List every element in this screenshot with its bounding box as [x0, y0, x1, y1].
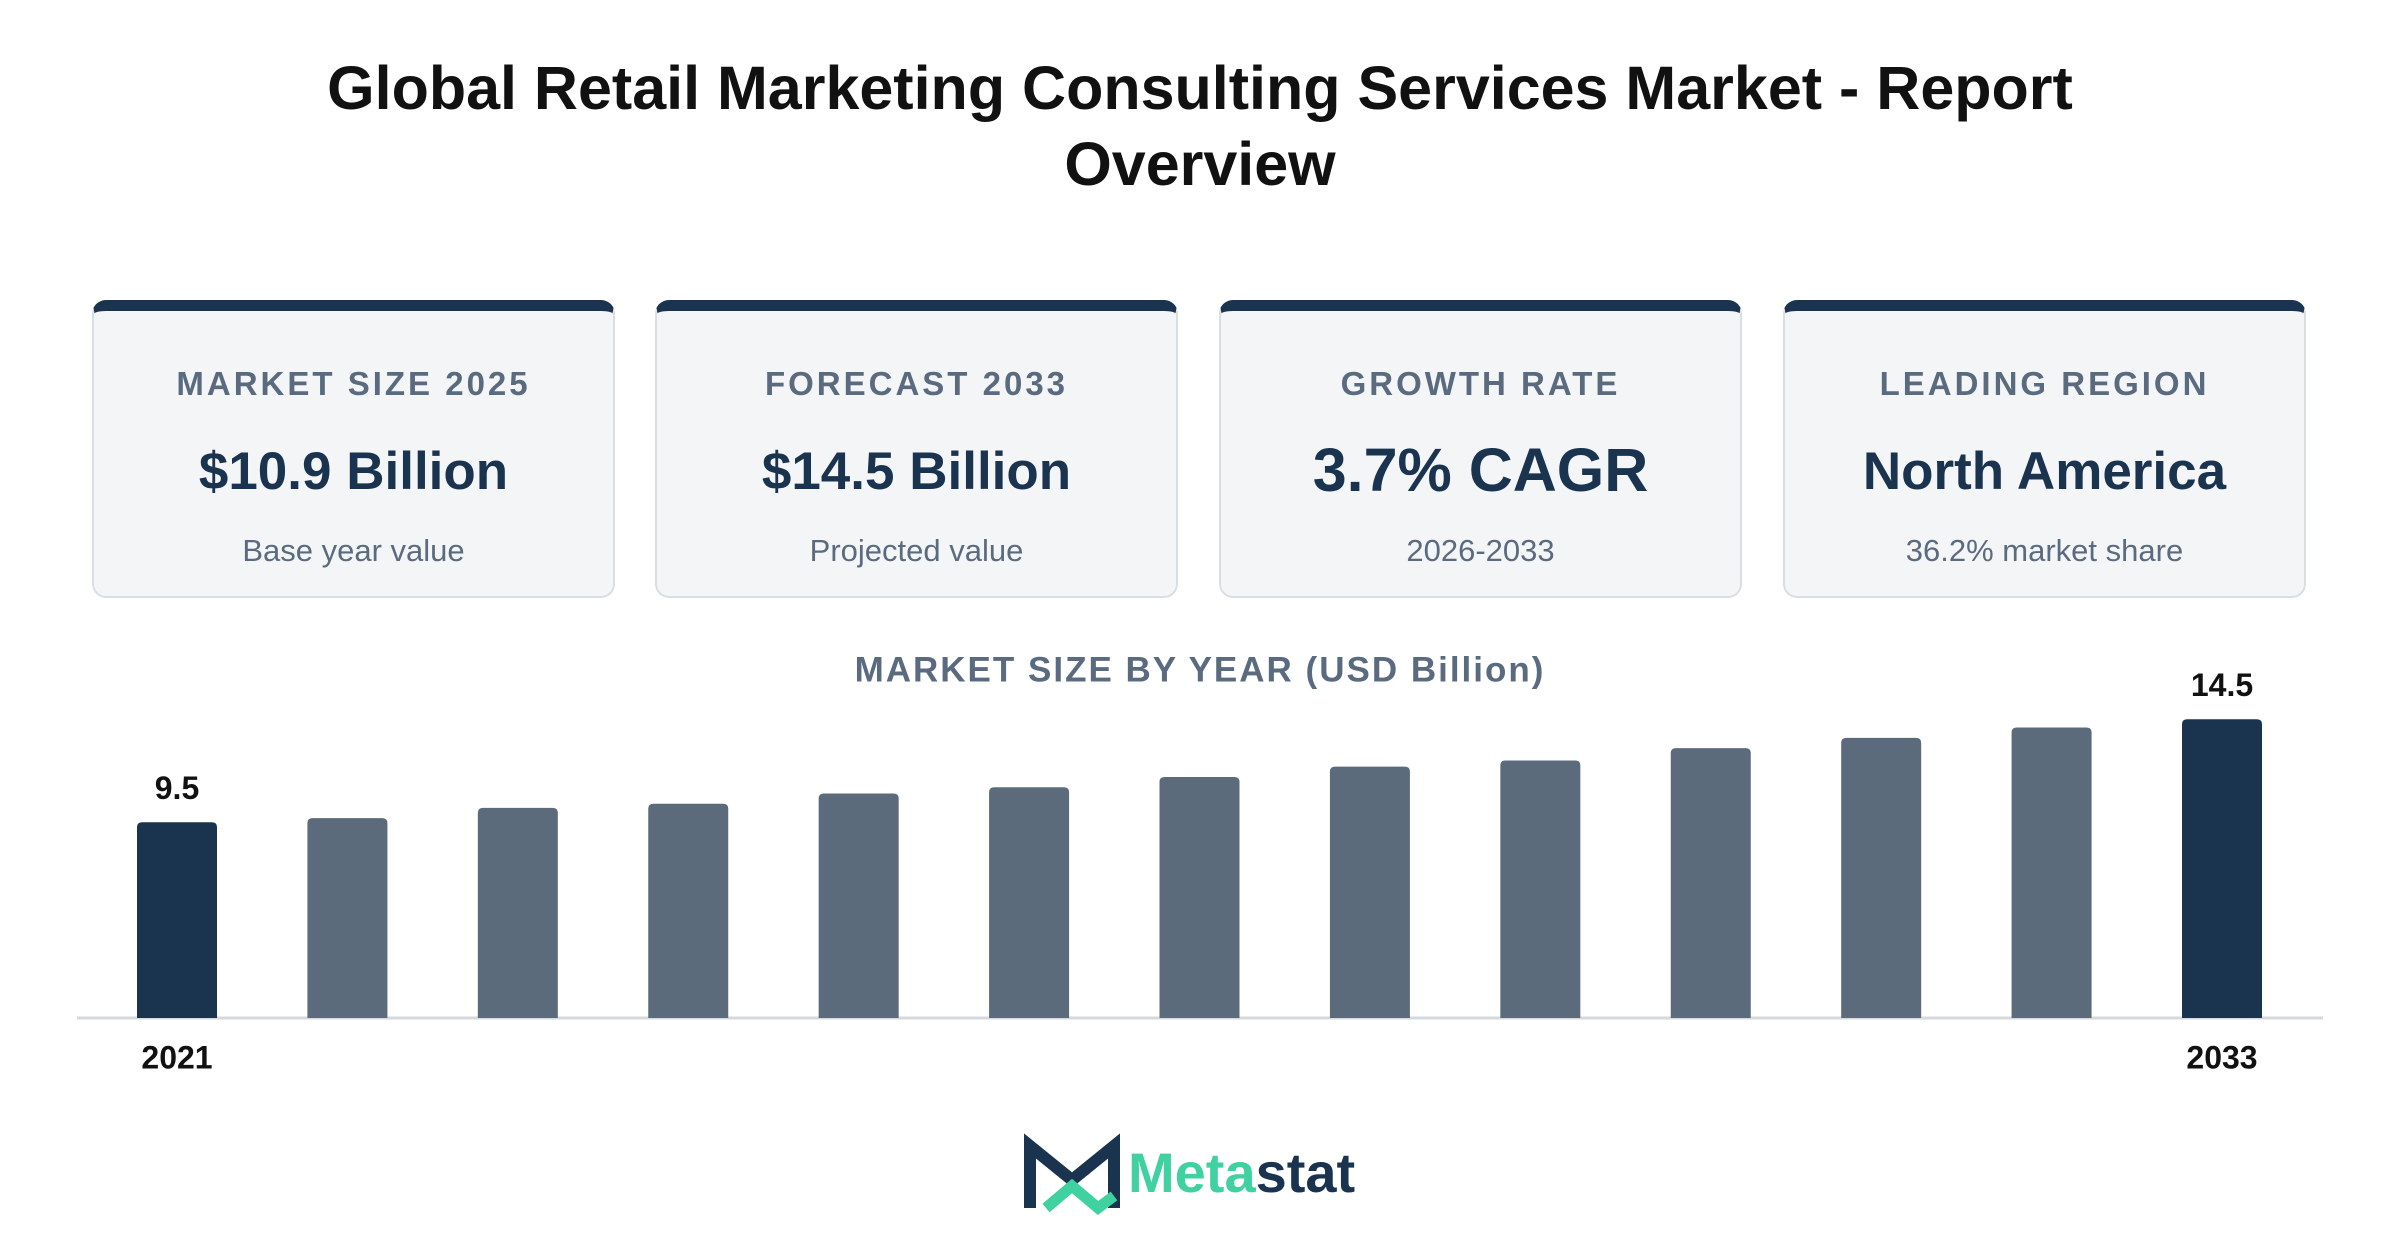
- bar: [1670, 748, 1751, 1018]
- bar: [2011, 727, 2092, 1018]
- stat-card: FORECAST 2033 $14.5 Billion Projected va…: [655, 300, 1178, 598]
- value-label: 9.5: [155, 770, 199, 806]
- bar: [477, 807, 558, 1018]
- bar: [648, 803, 729, 1018]
- logo-part: Meta: [1128, 1141, 1256, 1204]
- card-label: FORECAST 2033: [764, 365, 1069, 402]
- x-tick-label: 2033: [2186, 1039, 2257, 1075]
- card-note: Projected value: [809, 533, 1024, 568]
- chart-title: MARKET SIZE BY YEAR (USD Billion): [855, 650, 1546, 689]
- logo-part: stat: [1256, 1141, 1356, 1204]
- card-value: 3.7% CAGR: [1312, 436, 1649, 504]
- logo-text: Metastat: [1128, 1141, 1355, 1204]
- card-value: $14.5 Billion: [761, 442, 1072, 501]
- bar: [1329, 766, 1410, 1018]
- logo-icon: [1042, 1178, 1118, 1216]
- x-tick-label: 2021: [141, 1039, 212, 1075]
- logo: Metastat: [1024, 1133, 1355, 1216]
- bar: [137, 822, 217, 1018]
- card-value: $10.9 Billion: [198, 442, 509, 501]
- stat-card: LEADING REGION North America 36.2% marke…: [1783, 300, 2306, 598]
- card-label: GROWTH RATE: [1340, 365, 1621, 402]
- bar: [1500, 760, 1581, 1018]
- bar: [1159, 776, 1240, 1018]
- stat-card: GROWTH RATE 3.7% CAGR 2026-2033: [1219, 300, 1742, 598]
- page-title: Global Retail Marketing Consulting Servi…: [327, 54, 2073, 198]
- card-note: 36.2% market share: [1905, 533, 2184, 568]
- bar: [818, 793, 899, 1018]
- bar: [2182, 719, 2262, 1018]
- card-label: MARKET SIZE 2025: [176, 365, 531, 402]
- card-note: Base year value: [242, 533, 465, 568]
- bar: [989, 787, 1070, 1018]
- stat-card: MARKET SIZE 2025 $10.9 Billion Base year…: [92, 300, 615, 598]
- card-value: North America: [1862, 442, 2227, 501]
- card-label: LEADING REGION: [1879, 365, 2210, 402]
- bar: [307, 818, 388, 1018]
- card-note: 2026-2033: [1406, 533, 1555, 568]
- bar: [1841, 737, 1922, 1018]
- value-label: 14.5: [2191, 667, 2253, 703]
